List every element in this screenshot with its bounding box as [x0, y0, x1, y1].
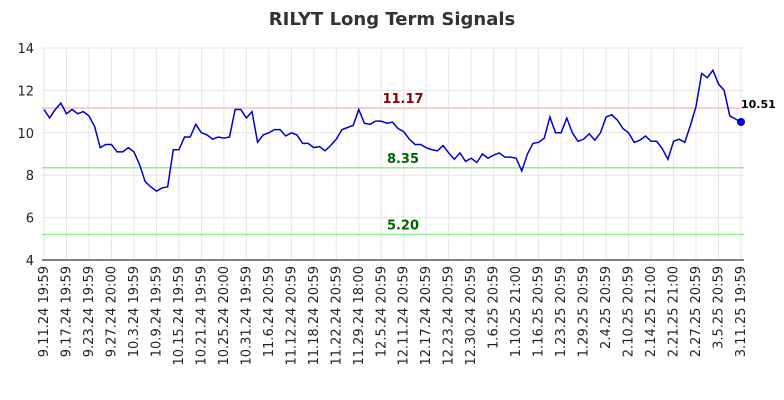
x-tick-label: 10.31.24 19:59	[239, 266, 254, 366]
x-tick-label: 12.17.24 20:59	[419, 266, 434, 366]
x-tick-label: 10.3.24 19:59	[127, 266, 142, 357]
x-tick-label: 12.30.24 20:59	[464, 266, 479, 366]
x-tick-label: 11.18.24 20:59	[307, 266, 322, 366]
x-tick-label: 2.21.25 21:00	[667, 266, 682, 357]
x-tick-label: 2.14.25 21:00	[644, 266, 659, 357]
x-tick-label: 3.11.25 19:59	[734, 266, 749, 357]
x-tick-label: 2.10.25 20:59	[622, 266, 637, 357]
x-tick-label: 12.23.24 20:59	[442, 266, 457, 366]
x-tick-label: 12.11.24 20:59	[397, 266, 412, 366]
x-tick-label: 9.23.24 19:59	[82, 266, 97, 357]
y-tick-label: 12	[17, 84, 34, 99]
last-value-label: 10.51	[741, 98, 776, 111]
x-tick-label: 1.10.25 21:00	[509, 266, 524, 357]
x-tick-label: 3.5.25 20:59	[712, 266, 727, 349]
x-tick-label: 1.23.25 20:59	[554, 266, 569, 357]
y-tick-label: 8	[26, 169, 34, 184]
x-tick-label: 10.9.24 19:59	[149, 266, 164, 357]
x-tick-label: 9.27.24 20:00	[104, 266, 119, 357]
last-point	[737, 117, 745, 126]
x-tick-label: 11.29.24 18:00	[352, 266, 367, 366]
signal-label: 11.17	[382, 92, 423, 107]
price-line	[43, 68, 742, 192]
x-tick-label: 11.22.24 20:59	[329, 266, 344, 366]
x-tick-label: 10.25.24 20:00	[217, 266, 232, 366]
y-tick-label: 14	[17, 42, 34, 57]
x-tick-label: 12.5.24 20:59	[374, 266, 389, 357]
x-tick-label: 9.11.24 19:59	[37, 266, 52, 357]
x-tick-label: 11.12.24 20:59	[284, 266, 299, 366]
x-tick-label: 1.29.25 20:59	[577, 266, 592, 357]
x-tick-label: 2.27.25 20:59	[689, 266, 704, 357]
x-tick-label: 2.4.25 20:59	[599, 266, 614, 349]
y-tick-label: 10	[17, 127, 34, 142]
signal-label: 8.35	[387, 152, 419, 167]
chart-title: RILYT Long Term Signals	[269, 9, 515, 30]
x-tick-label: 1.6.25 20:59	[487, 266, 502, 349]
x-tick-label: 9.17.24 19:59	[59, 266, 74, 357]
x-tick-label: 10.15.24 19:59	[172, 266, 187, 366]
x-tick-label: 11.6.24 20:59	[262, 266, 277, 357]
signal-label: 5.20	[387, 219, 419, 234]
y-tick-label: 4	[26, 254, 34, 269]
y-tick-label: 6	[26, 212, 34, 227]
x-tick-label: 1.16.25 20:59	[532, 266, 547, 357]
x-tick-label: 10.21.24 19:59	[194, 266, 209, 366]
